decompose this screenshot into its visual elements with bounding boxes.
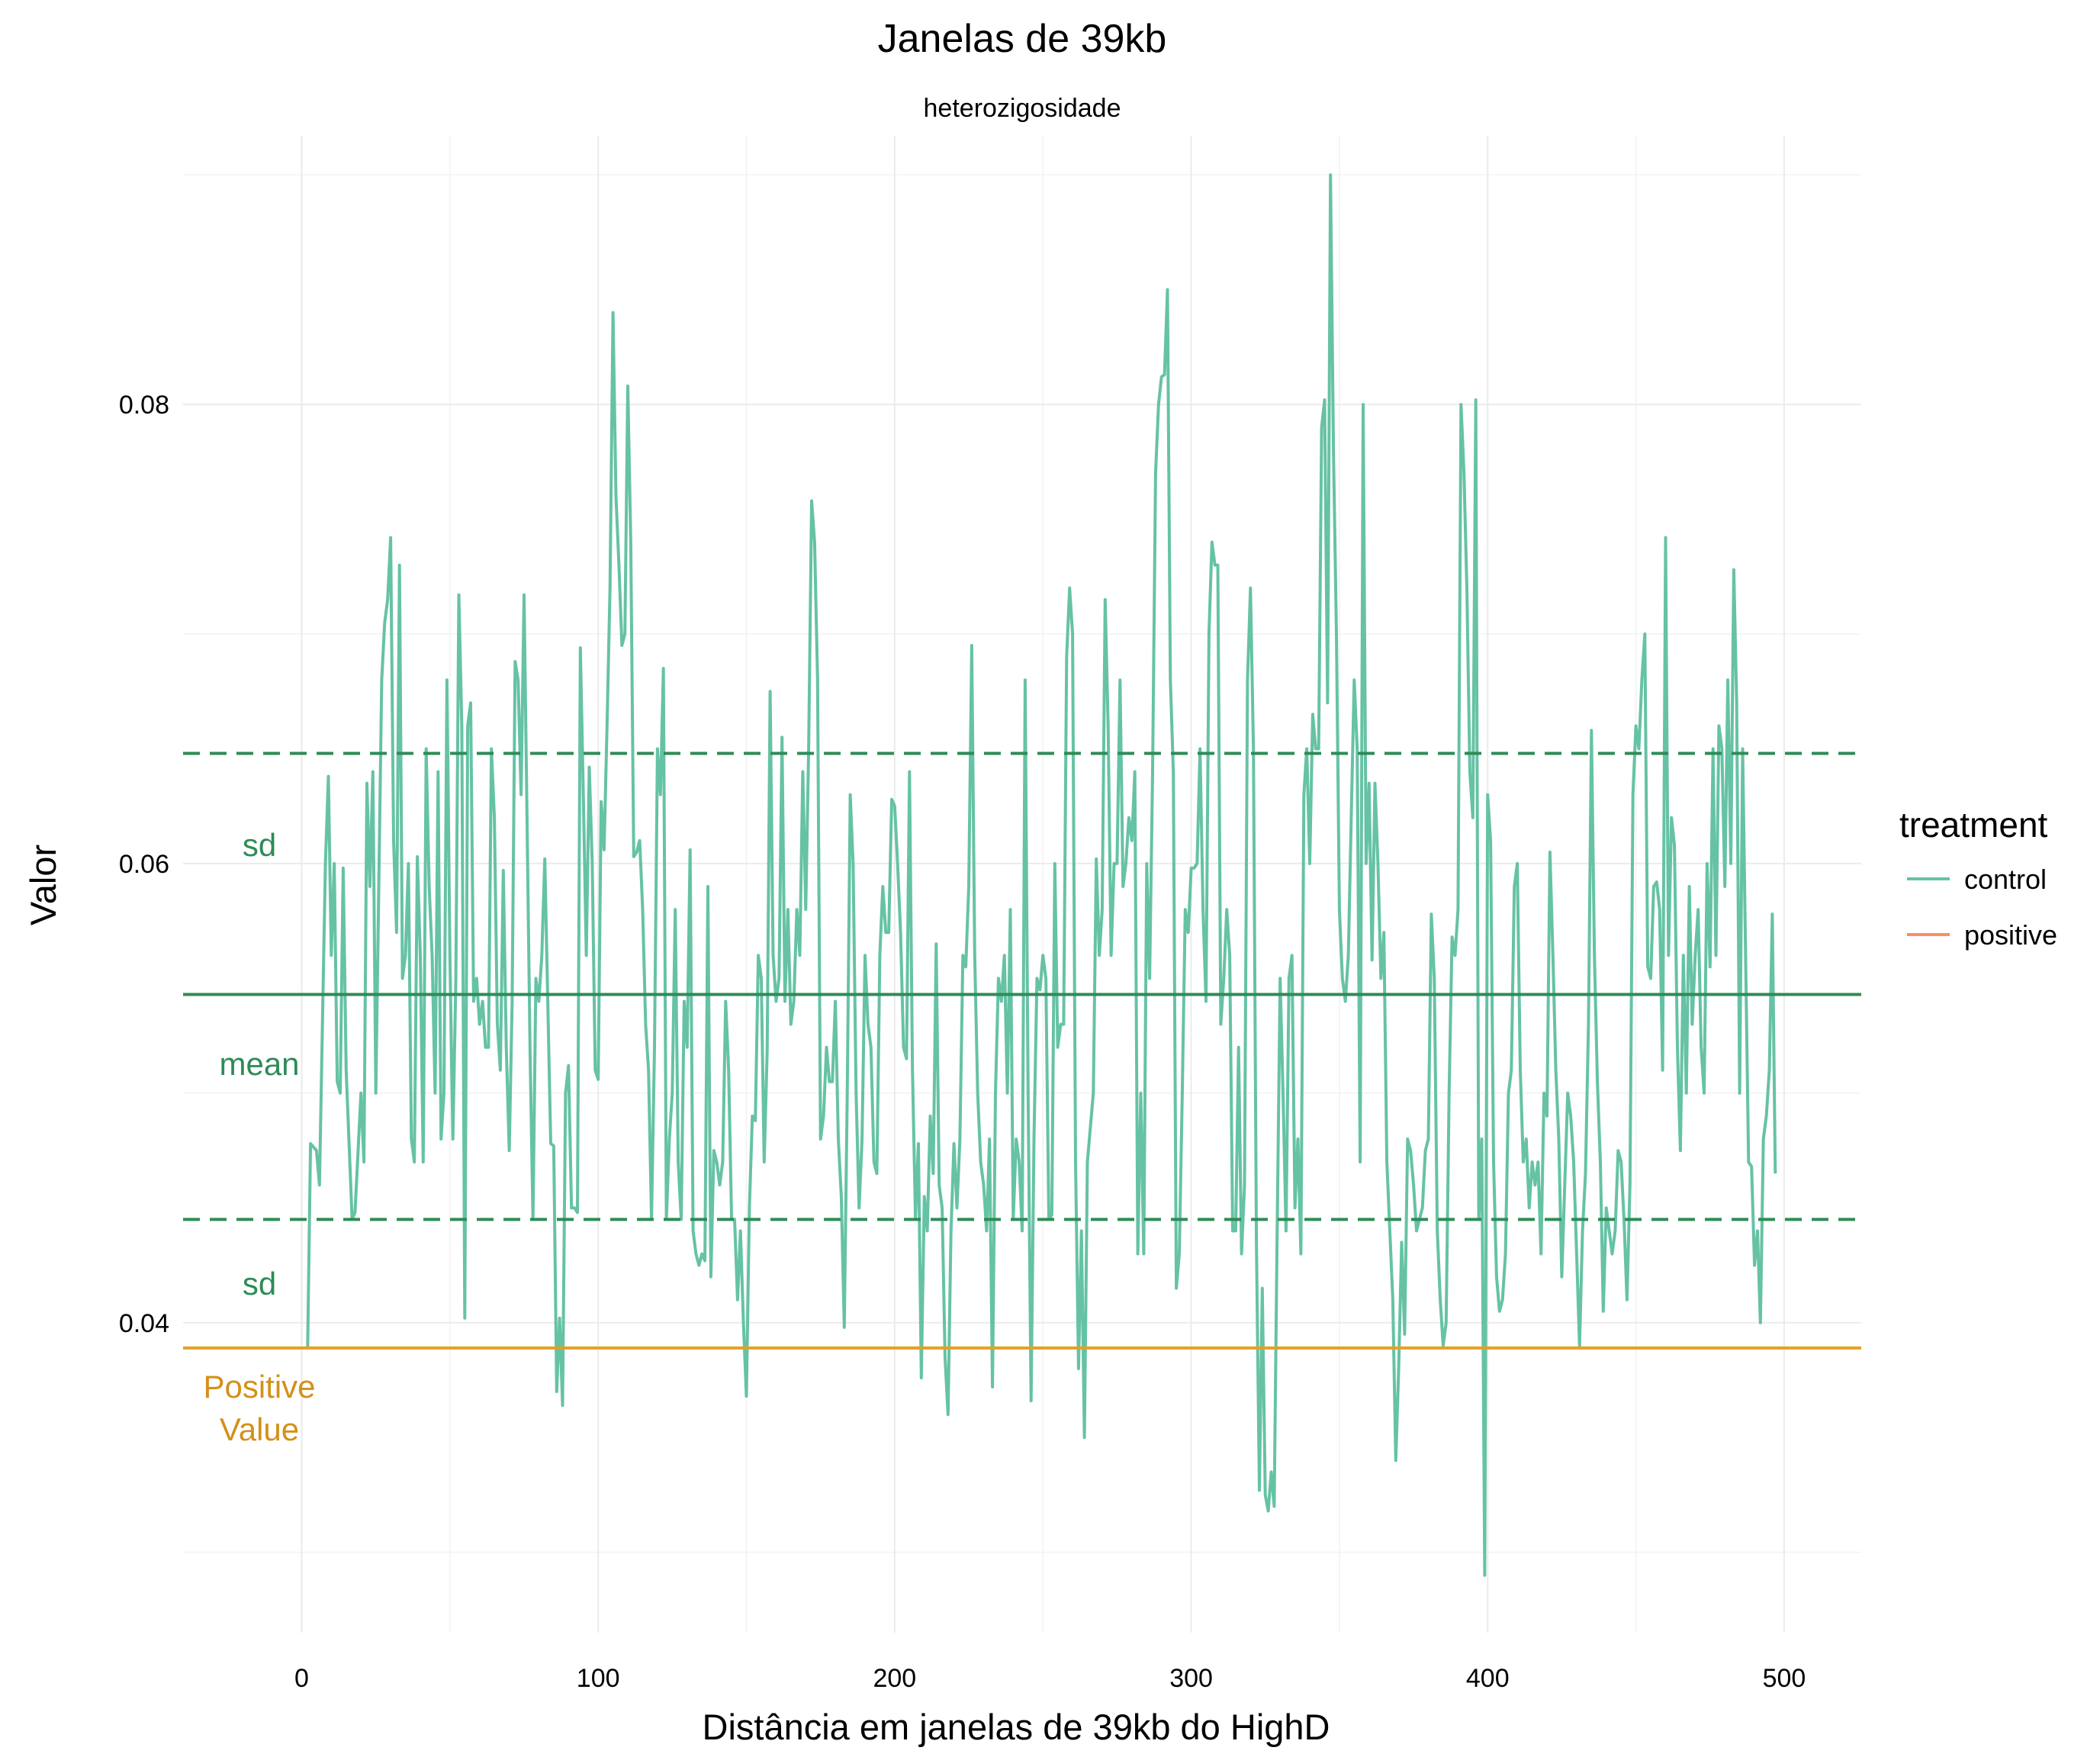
x-tick-label: 500 xyxy=(1763,1664,1806,1693)
annotation-positive: Positive xyxy=(203,1369,315,1405)
chart-subtitle: heterozigosidade xyxy=(924,94,1121,123)
x-axis-ticks: 0 100 200 300 400 500 xyxy=(294,1664,1806,1693)
reference-lines xyxy=(183,751,1861,1350)
annotation-sd-lower: sd xyxy=(243,1266,276,1302)
chart-title: Janelas de 39kb xyxy=(878,17,1167,61)
annotation-mean: mean xyxy=(219,1046,299,1082)
y-axis-ticks: 0.04 0.06 0.08 xyxy=(119,391,169,1338)
y-tick-label: 0.04 xyxy=(119,1309,169,1338)
x-tick-label: 300 xyxy=(1169,1664,1213,1693)
x-tick-label: 0 xyxy=(294,1664,309,1693)
legend-label-positive: positive xyxy=(1964,919,2057,951)
annotation-sd-upper: sd xyxy=(243,827,276,863)
x-tick-label: 100 xyxy=(577,1664,620,1693)
annotations: sd mean sd Positive Value xyxy=(203,827,315,1447)
legend-title: treatment xyxy=(1899,805,2048,845)
y-tick-label: 0.06 xyxy=(119,850,169,879)
x-tick-label: 200 xyxy=(873,1664,916,1693)
x-axis-label: Distância em janelas de 39kb do HighD xyxy=(703,1707,1330,1747)
x-tick-label: 400 xyxy=(1466,1664,1510,1693)
legend: treatment control positive xyxy=(1899,805,2057,951)
y-axis-label: Valor xyxy=(23,845,63,925)
y-tick-label: 0.08 xyxy=(119,391,169,420)
annotation-value: Value xyxy=(220,1411,299,1447)
legend-label-control: control xyxy=(1964,864,2047,895)
